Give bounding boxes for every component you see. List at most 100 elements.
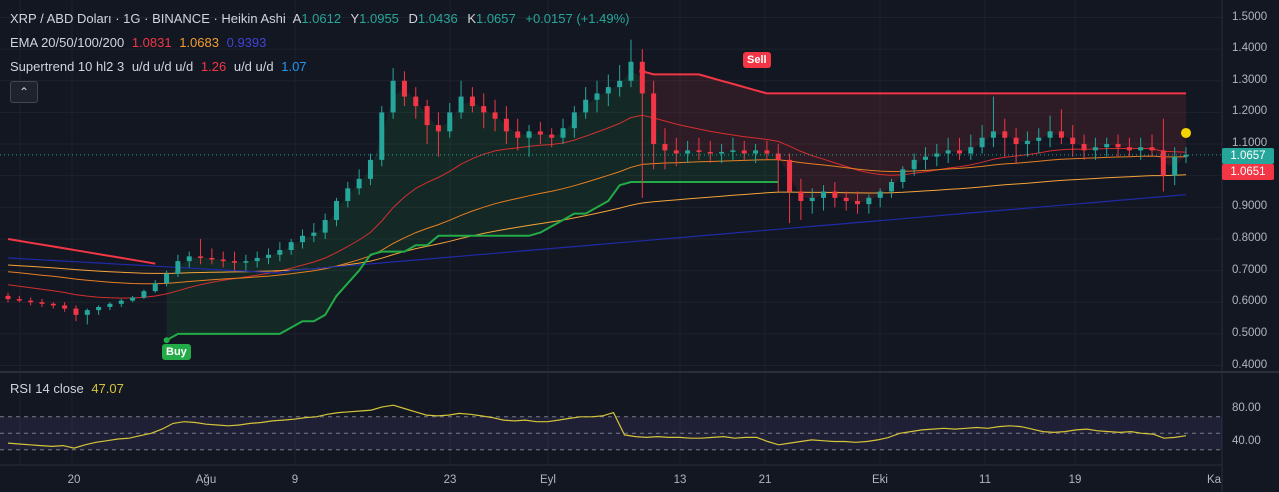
candle-body bbox=[730, 150, 736, 152]
time-axis-label: 11 bbox=[979, 474, 991, 486]
candle-body bbox=[164, 273, 170, 284]
candle-body bbox=[1058, 131, 1064, 138]
price-axis-label: 0.8000 bbox=[1232, 231, 1268, 244]
time-axis-label: 19 bbox=[1068, 474, 1082, 486]
candle-body bbox=[900, 169, 906, 183]
candle-body bbox=[254, 257, 260, 262]
candle-body bbox=[639, 61, 645, 94]
candle-body bbox=[379, 112, 385, 160]
time-axis-label: 20 bbox=[67, 474, 81, 486]
time-axis-label: Ağu bbox=[195, 474, 217, 486]
candle-body bbox=[571, 112, 577, 129]
candle-body bbox=[866, 197, 872, 205]
candle-body bbox=[28, 300, 34, 303]
candle-body bbox=[62, 305, 68, 309]
candle-body bbox=[300, 235, 305, 243]
price-axis-label: 1.4000 bbox=[1232, 42, 1268, 55]
candle-body bbox=[832, 191, 838, 198]
ema-100-line bbox=[7, 174, 1187, 274]
supertrend-label[interactable]: Supertrend 10 hl2 3 bbox=[10, 59, 125, 74]
collapse-legend-button[interactable]: ⌃ bbox=[10, 81, 38, 103]
candle-body bbox=[232, 261, 238, 263]
candle-body bbox=[458, 96, 464, 113]
rsi-legend[interactable]: RSI 14 close 47.07 bbox=[10, 380, 128, 398]
alert-marker bbox=[1181, 127, 1191, 138]
candle-body bbox=[1149, 147, 1155, 151]
time-axis-label: 9 bbox=[291, 474, 299, 486]
candle-body bbox=[809, 197, 815, 201]
ema-value-1: 1.0831 bbox=[131, 35, 172, 50]
candle-body bbox=[968, 147, 974, 154]
supertrend-up-fill bbox=[166, 71, 779, 341]
supertrend-legend[interactable]: Supertrend 10 hl2 3 u/d u/d u/d 1.26 u/d… bbox=[10, 58, 311, 76]
ohlc-low-value: 1.0436 bbox=[417, 11, 458, 26]
candle-body bbox=[367, 159, 373, 179]
candle-body bbox=[1183, 154, 1189, 157]
candle-body bbox=[1047, 131, 1053, 138]
symbol-legend[interactable]: XRP / ABD Doları · 1G · BINANCE · Heikin… bbox=[10, 10, 635, 28]
candle-body bbox=[889, 182, 894, 192]
candle-body bbox=[401, 80, 407, 97]
candle-body bbox=[1138, 147, 1144, 151]
ohlc-close-key: K bbox=[467, 11, 476, 26]
time-axis-label: Eki bbox=[872, 474, 888, 486]
ema-value-2: 1.0683 bbox=[179, 35, 219, 50]
candle-body bbox=[356, 178, 362, 189]
candle-body bbox=[843, 197, 849, 201]
ema-value-3: 0.9393 bbox=[226, 35, 267, 50]
candle-body bbox=[447, 112, 453, 132]
price-axis-label: 0.4000 bbox=[1232, 358, 1268, 371]
candle-body bbox=[1002, 131, 1008, 138]
rsi-label[interactable]: RSI 14 close bbox=[10, 381, 84, 396]
candle-body bbox=[1024, 140, 1030, 145]
price-axis-label: 1.5000 bbox=[1232, 10, 1268, 23]
candle-body bbox=[922, 156, 928, 160]
candle-body bbox=[5, 295, 11, 300]
supertrend-na-values: u/d u/d u/d bbox=[131, 59, 194, 74]
candle-body bbox=[741, 150, 747, 154]
supertrend-na-values-2: u/d u/d bbox=[233, 59, 274, 74]
candle-body bbox=[503, 118, 509, 132]
candle-body bbox=[424, 106, 430, 126]
price-axis-label: 1.1000 bbox=[1232, 137, 1268, 150]
candle-body bbox=[481, 106, 487, 113]
candle-body bbox=[877, 191, 883, 198]
ema-legend[interactable]: EMA 20/50/100/200 1.0831 1.0683 0.9393 bbox=[10, 34, 270, 52]
sell-signal-label: Sell bbox=[743, 52, 771, 68]
candle-body bbox=[198, 256, 204, 258]
candle-body bbox=[1081, 144, 1087, 151]
candle-body bbox=[956, 150, 962, 154]
candle-body bbox=[152, 283, 158, 292]
candle-body bbox=[719, 151, 725, 154]
price-change: +0.0157 (+1.49%) bbox=[525, 11, 630, 26]
supertrend-value-up: 1.07 bbox=[281, 59, 307, 74]
price-tag: 1.0651 bbox=[1222, 164, 1274, 180]
ema-50-line bbox=[7, 155, 1187, 285]
symbol-title[interactable]: XRP / ABD Doları · 1G · BINANCE · Heikin… bbox=[10, 11, 286, 26]
price-axis-label: 1.2000 bbox=[1232, 105, 1268, 118]
candle-body bbox=[50, 303, 56, 306]
candle-body bbox=[617, 80, 623, 88]
ema-label[interactable]: EMA 20/50/100/200 bbox=[10, 35, 125, 50]
candle-body bbox=[390, 80, 396, 113]
supertrend-down-line bbox=[642, 70, 1186, 95]
candle-body bbox=[764, 150, 770, 154]
ohlc-open-value: 1.0612 bbox=[301, 11, 342, 26]
buy-signal-dot bbox=[163, 337, 170, 344]
candle-body bbox=[288, 242, 294, 251]
price-axis-label: 0.7000 bbox=[1232, 263, 1268, 276]
candle-body bbox=[673, 150, 679, 154]
candle-body bbox=[141, 291, 147, 298]
candle-body bbox=[696, 150, 702, 152]
candle-body bbox=[685, 150, 691, 154]
ohlc-high-key: Y bbox=[350, 11, 360, 26]
sell-signal-dot bbox=[639, 68, 646, 75]
candle-body bbox=[515, 131, 521, 138]
ohlc-open-key: A bbox=[292, 11, 302, 26]
candle-body bbox=[990, 131, 996, 138]
candle-body bbox=[96, 306, 102, 311]
candle-body bbox=[107, 303, 113, 307]
candle-body bbox=[775, 153, 781, 160]
candle-body bbox=[435, 125, 441, 132]
